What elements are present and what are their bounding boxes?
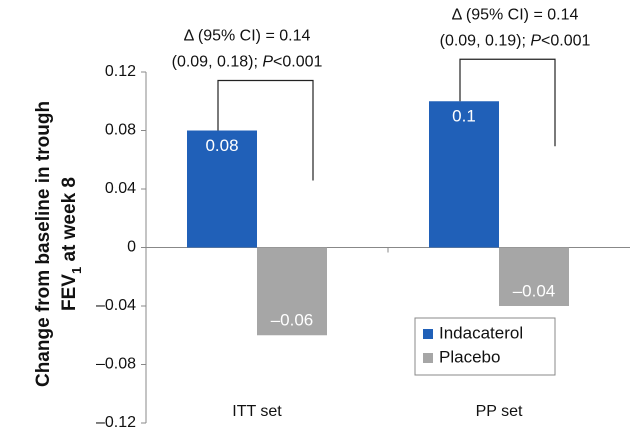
bar (257, 247, 327, 336)
value-label: –0.04 (513, 281, 556, 300)
annotation-part: <0.001 (541, 32, 590, 49)
y-axis-label-part: FEV (59, 274, 80, 311)
annotation: Δ (95% CI) = 0.14 (184, 28, 311, 45)
value-label: –0.06 (271, 311, 314, 330)
annotation: Δ (95% CI) = 0.14 (452, 6, 579, 23)
value-label: 0.1 (452, 107, 476, 126)
annotation-part: (0.09, 0.18); (172, 54, 263, 71)
y-tick-label: 0.04 (105, 180, 136, 197)
legend-swatch (423, 329, 433, 339)
y-axis-label-sub: 1 (69, 267, 84, 274)
y-tick-label: –0.04 (96, 297, 136, 314)
annotation-part: (0.09, 0.19); (440, 32, 531, 49)
bar (187, 130, 257, 248)
legend-swatch (423, 353, 433, 363)
bar (429, 101, 499, 248)
annotation: (0.09, 0.19); P<0.001 (440, 32, 591, 49)
annotation-italic: P (262, 54, 273, 71)
bracket (217, 79, 314, 181)
y-tick-label: –0.12 (96, 414, 136, 431)
value-label: 0.08 (205, 136, 238, 155)
y-axis-label: Change from baseline in trough (33, 101, 54, 387)
bar (499, 247, 569, 306)
legend-box (414, 317, 556, 376)
y-axis-label: FEV1 at week 8 (59, 177, 84, 311)
bracket (459, 58, 556, 147)
y-tick-label: 0.12 (105, 63, 136, 80)
y-tick-label: 0.08 (105, 122, 136, 139)
legend-label: Indacaterol (439, 323, 523, 342)
annotation-part: <0.001 (273, 54, 322, 71)
y-tick-label: 0 (127, 239, 136, 256)
legend-label: Placebo (439, 347, 500, 366)
annotation: (0.09, 0.18); P<0.001 (172, 54, 323, 71)
annotation-italic: P (530, 32, 541, 49)
y-tick-label: –0.08 (96, 356, 136, 373)
x-tick-label: ITT set (232, 403, 282, 420)
y-axis-label-part: at week 8 (59, 177, 80, 267)
x-tick-label: PP set (476, 403, 523, 420)
